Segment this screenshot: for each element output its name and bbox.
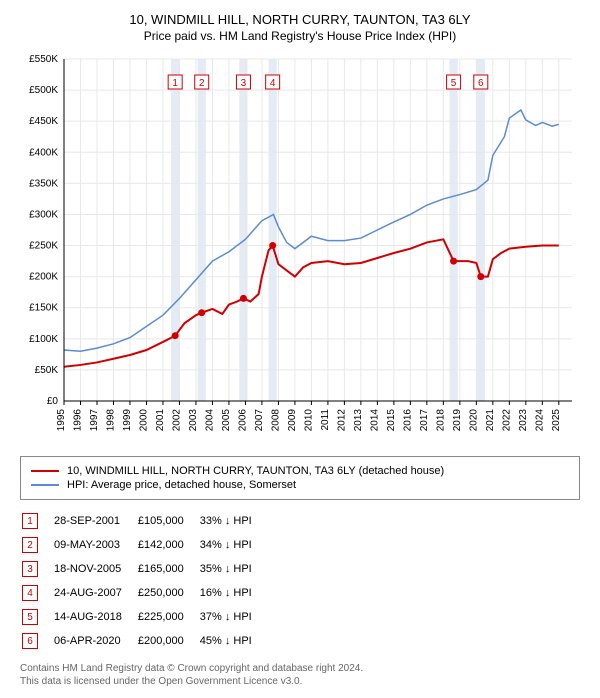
svg-text:2019: 2019 xyxy=(452,409,463,432)
marker-number-box: 6 xyxy=(22,633,38,649)
svg-text:2018: 2018 xyxy=(435,409,446,432)
svg-text:2008: 2008 xyxy=(270,409,281,432)
table-row: 1 28-SEP-2001£105,00033% ↓ HPI xyxy=(22,510,266,532)
svg-text:2002: 2002 xyxy=(171,409,182,432)
legend-label: HPI: Average price, detached house, Some… xyxy=(67,479,296,491)
table-row: 3 18-NOV-2005£165,00035% ↓ HPI xyxy=(22,558,266,580)
svg-text:1998: 1998 xyxy=(105,409,116,432)
svg-text:2016: 2016 xyxy=(402,409,413,432)
legend: 10, WINDMILL HILL, NORTH CURRY, TAUNTON,… xyxy=(20,456,580,500)
marker-delta: 45% ↓ HPI xyxy=(200,630,266,652)
marker-date: 14-AUG-2018 xyxy=(54,606,136,628)
svg-text:4: 4 xyxy=(270,78,276,89)
svg-text:2004: 2004 xyxy=(204,409,215,432)
chart-title: 10, WINDMILL HILL, NORTH CURRY, TAUNTON,… xyxy=(10,12,590,27)
svg-text:6: 6 xyxy=(478,78,484,89)
svg-text:2007: 2007 xyxy=(254,409,265,432)
marker-date: 06-APR-2020 xyxy=(54,630,136,652)
svg-text:1996: 1996 xyxy=(72,409,83,432)
marker-number-box: 5 xyxy=(22,609,38,625)
svg-text:2024: 2024 xyxy=(534,409,545,432)
table-row: 5 14-AUG-2018£225,00037% ↓ HPI xyxy=(22,606,266,628)
legend-swatch xyxy=(31,484,59,486)
svg-text:£250K: £250K xyxy=(29,241,58,252)
marker-table: 1 28-SEP-2001£105,00033% ↓ HPI 2 09-MAY-200… xyxy=(20,508,268,654)
svg-text:£400K: £400K xyxy=(29,147,58,158)
marker-delta: 35% ↓ HPI xyxy=(200,558,266,580)
svg-text:2014: 2014 xyxy=(369,409,380,432)
svg-text:1995: 1995 xyxy=(56,409,67,432)
legend-row: HPI: Average price, detached house, Some… xyxy=(31,479,569,491)
marker-price: £250,000 xyxy=(138,582,198,604)
marker-date: 28-SEP-2001 xyxy=(54,510,136,532)
svg-text:£300K: £300K xyxy=(29,209,58,220)
svg-text:1999: 1999 xyxy=(122,409,133,432)
svg-text:2001: 2001 xyxy=(155,409,166,432)
svg-text:£450K: £450K xyxy=(29,116,58,127)
svg-text:2023: 2023 xyxy=(518,409,529,432)
svg-text:£350K: £350K xyxy=(29,178,58,189)
svg-text:2022: 2022 xyxy=(501,409,512,432)
marker-price: £165,000 xyxy=(138,558,198,580)
svg-text:£100K: £100K xyxy=(29,334,58,345)
attribution-line: Contains HM Land Registry data © Crown c… xyxy=(20,662,580,675)
svg-text:£150K: £150K xyxy=(29,303,58,314)
svg-text:3: 3 xyxy=(241,78,247,89)
attribution-line: This data is licensed under the Open Gov… xyxy=(20,675,580,688)
marker-number-box: 1 xyxy=(22,513,38,529)
legend-row: 10, WINDMILL HILL, NORTH CURRY, TAUNTON,… xyxy=(31,465,569,477)
chart-subtitle: Price paid vs. HM Land Registry's House … xyxy=(10,29,590,43)
svg-text:1997: 1997 xyxy=(89,409,100,432)
svg-text:2006: 2006 xyxy=(237,409,248,432)
svg-text:2000: 2000 xyxy=(138,409,149,432)
marker-price: £105,000 xyxy=(138,510,198,532)
svg-text:2025: 2025 xyxy=(551,409,562,432)
svg-text:£200K: £200K xyxy=(29,272,58,283)
svg-text:2012: 2012 xyxy=(336,409,347,432)
marker-number-box: 3 xyxy=(22,561,38,577)
marker-number-box: 2 xyxy=(22,537,38,553)
marker-date: 09-MAY-2003 xyxy=(54,534,136,556)
marker-delta: 34% ↓ HPI xyxy=(200,534,266,556)
marker-price: £225,000 xyxy=(138,606,198,628)
svg-text:2020: 2020 xyxy=(468,409,479,432)
marker-date: 18-NOV-2005 xyxy=(54,558,136,580)
svg-text:2003: 2003 xyxy=(188,409,199,432)
svg-text:£0: £0 xyxy=(47,396,59,407)
marker-price: £200,000 xyxy=(138,630,198,652)
svg-text:2: 2 xyxy=(199,78,205,89)
svg-text:5: 5 xyxy=(451,78,457,89)
legend-swatch xyxy=(31,470,59,472)
marker-delta: 16% ↓ HPI xyxy=(200,582,266,604)
chart-svg: 1 2 3 4 5 6 £0 £50K £100K £150K £200K £250K £300K £35… xyxy=(20,53,580,448)
marker-date: 24-AUG-2007 xyxy=(54,582,136,604)
svg-text:2017: 2017 xyxy=(419,409,430,432)
svg-text:2009: 2009 xyxy=(287,409,298,432)
svg-text:2010: 2010 xyxy=(303,409,314,432)
marker-price: £142,000 xyxy=(138,534,198,556)
svg-text:2021: 2021 xyxy=(485,409,496,432)
legend-label: 10, WINDMILL HILL, NORTH CURRY, TAUNTON,… xyxy=(67,465,444,477)
attribution: Contains HM Land Registry data © Crown c… xyxy=(20,662,580,688)
marker-number-box: 4 xyxy=(22,585,38,601)
table-row: 4 24-AUG-2007£250,00016% ↓ HPI xyxy=(22,582,266,604)
svg-text:£500K: £500K xyxy=(29,85,58,96)
svg-text:2005: 2005 xyxy=(221,409,232,432)
marker-delta: 37% ↓ HPI xyxy=(200,606,266,628)
chart-area: 1 2 3 4 5 6 £0 £50K £100K £150K £200K £250K £300K £35… xyxy=(20,53,580,448)
svg-text:1: 1 xyxy=(172,78,178,89)
svg-text:2015: 2015 xyxy=(386,409,397,432)
svg-text:2011: 2011 xyxy=(320,409,331,431)
marker-delta: 33% ↓ HPI xyxy=(200,510,266,532)
table-row: 6 06-APR-2020£200,00045% ↓ HPI xyxy=(22,630,266,652)
svg-text:2013: 2013 xyxy=(353,409,364,432)
table-row: 2 09-MAY-2003£142,00034% ↓ HPI xyxy=(22,534,266,556)
svg-text:£50K: £50K xyxy=(35,365,59,376)
svg-text:£550K: £550K xyxy=(29,54,58,65)
